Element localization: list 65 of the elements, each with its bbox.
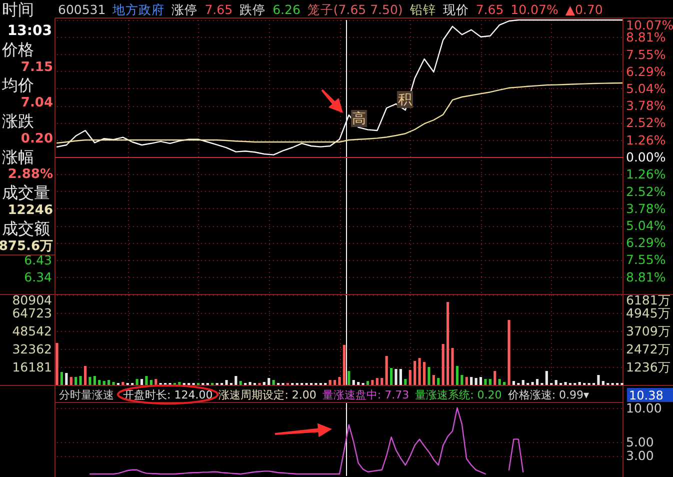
text: 6.26 bbox=[272, 2, 300, 17]
text: 跌停 bbox=[240, 2, 266, 17]
y-tick-label: 8.81% bbox=[626, 30, 666, 45]
annotation: 积 bbox=[398, 92, 412, 108]
text: 7.65 bbox=[204, 2, 233, 17]
y-tick-label: 6.29% bbox=[626, 235, 666, 250]
y-tick-label: 0.00% bbox=[626, 150, 666, 164]
text: 地方政府 bbox=[112, 2, 165, 17]
chart-title: 分时量涨速 bbox=[59, 388, 114, 402]
text: 7.04 bbox=[20, 96, 53, 111]
text: 量涨速盘中: 7.73 bbox=[322, 388, 410, 402]
text: 875.6万 bbox=[0, 238, 53, 254]
text: 涨速周期设定: 2.00 bbox=[218, 388, 316, 402]
text: 均价 bbox=[1, 76, 34, 95]
y-tick-label: 8.81% bbox=[626, 269, 666, 284]
text: 12246 bbox=[8, 203, 53, 218]
y2-tick-label: 6181万 bbox=[626, 292, 671, 308]
y-tick-label: 1.26% bbox=[626, 132, 666, 148]
y-tick-label: 2.52% bbox=[626, 184, 666, 199]
y2-tick-label: 1236万 bbox=[626, 360, 671, 375]
text: ▲0.70 bbox=[565, 2, 603, 17]
text: 2.88% bbox=[8, 167, 53, 182]
y-tick-label: 3.00 bbox=[626, 448, 654, 464]
text: 600531 bbox=[58, 2, 106, 17]
text: 13:03 bbox=[7, 23, 52, 39]
y2-tick-label: 3709万 bbox=[626, 323, 671, 338]
text: 成交量 bbox=[2, 183, 50, 202]
y-tick-label: 64723 bbox=[12, 306, 52, 320]
y2-tick-label: 6.34 bbox=[24, 269, 52, 284]
text: 铅锌 bbox=[408, 2, 436, 17]
y2-tick-label: 6.43 bbox=[24, 252, 52, 268]
y-tick-label: 3.78% bbox=[626, 200, 666, 216]
y-tick-label: 10.00 bbox=[626, 400, 662, 416]
text: 成交额 bbox=[2, 218, 50, 238]
text: 价格涨速: 0.99▾ bbox=[506, 388, 590, 402]
text: 涨跌 bbox=[2, 112, 34, 130]
text: 涨幅 bbox=[2, 147, 34, 166]
y-tick-label: 3.78% bbox=[626, 98, 666, 114]
text: 价格 bbox=[1, 40, 34, 59]
text: 10.38 bbox=[629, 388, 664, 402]
text: 10.07% bbox=[510, 2, 558, 17]
annotation: 高 bbox=[352, 111, 366, 127]
text: 涨停 bbox=[172, 2, 198, 17]
y-tick-label: 16181 bbox=[12, 360, 52, 374]
text: 0.20 bbox=[20, 131, 53, 146]
y2-tick-label: 4945万 bbox=[626, 305, 671, 320]
text: 笼子(7.65 7.50) bbox=[307, 2, 403, 17]
text: 时间 bbox=[2, 0, 34, 19]
y-tick-label: 5.00 bbox=[626, 434, 654, 450]
y-tick-label: 7.55% bbox=[626, 46, 666, 62]
y-tick-label: 32362 bbox=[12, 342, 52, 356]
text: 现价 bbox=[442, 2, 469, 17]
y-tick-label: 48542 bbox=[12, 324, 52, 338]
y-tick-label: 2.52% bbox=[626, 115, 666, 130]
y2-tick-label: 2472万 bbox=[626, 342, 671, 357]
y-tick-label: 10.07% bbox=[626, 18, 673, 32]
y-tick-label: 1.26% bbox=[626, 166, 666, 182]
text: 7.15 bbox=[20, 60, 53, 75]
y-tick-label: 6.29% bbox=[626, 64, 666, 79]
text: 7.65 bbox=[476, 2, 504, 17]
y-tick-label: 5.04% bbox=[626, 80, 666, 96]
y-tick-label: 7.55% bbox=[626, 252, 666, 268]
y-tick-label: 80904 bbox=[12, 292, 52, 308]
y-tick-label: 5.04% bbox=[626, 218, 666, 234]
text: 量涨速系统: 0.20 bbox=[415, 388, 502, 402]
